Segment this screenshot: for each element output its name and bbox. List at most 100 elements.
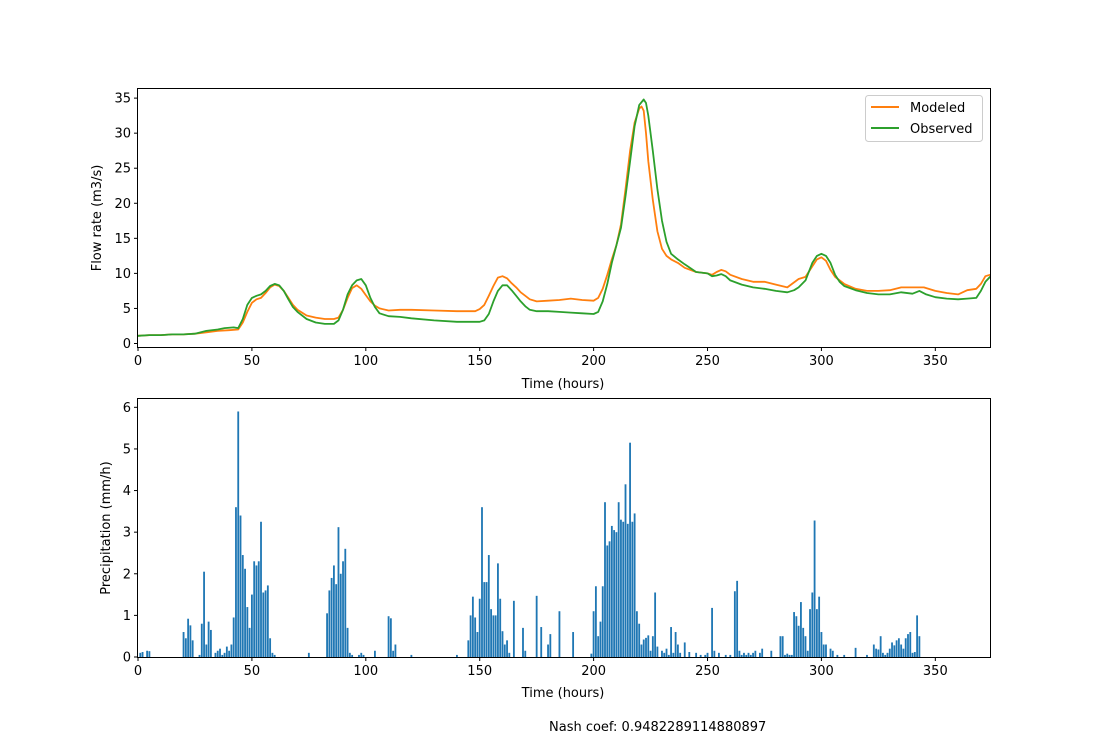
precipitation-bar — [330, 577, 333, 657]
precipitation-bar — [358, 654, 360, 657]
precipitation-bar — [747, 652, 750, 657]
precipitation-bar — [499, 598, 502, 657]
precipitation-bar — [362, 654, 365, 657]
precipitation-bar — [733, 591, 736, 657]
precipitation-bar — [738, 650, 741, 657]
precipitation-bar — [790, 654, 793, 657]
precipitation-bar — [590, 653, 593, 657]
precipitation-bar — [638, 623, 641, 657]
precipitation-bar — [228, 650, 231, 657]
precipitation-bar — [706, 652, 709, 657]
flow-y-tick-label: 30 — [114, 127, 131, 142]
precipitation-bar — [198, 654, 201, 657]
precipitation-bar — [788, 654, 791, 657]
precipitation-bar — [501, 631, 504, 657]
precipitation-bar — [205, 644, 208, 657]
precipitation-bar — [522, 627, 524, 657]
precipitation-bar — [326, 613, 328, 657]
precipitation-bar — [476, 632, 479, 657]
precipitation-y-axis: 0 1 2 3 4 5 6 — [123, 401, 138, 666]
flow-x-axis-label: Time (hours) — [521, 377, 605, 392]
precipitation-bar — [410, 654, 413, 657]
flow-x-tick-label: 300 — [809, 354, 834, 369]
precipitation-bar — [592, 611, 595, 657]
precipitation-bar — [786, 653, 789, 657]
flow-x-tick-label: 100 — [353, 354, 378, 369]
precipitation-bar — [884, 654, 887, 657]
precipitation-bar — [608, 541, 611, 657]
precipitation-bar — [307, 652, 310, 657]
precipitation-bar — [223, 652, 226, 657]
precipitation-x-tick-label: 50 — [244, 664, 261, 679]
precipitation-bar — [481, 507, 483, 657]
precipitation-bar — [469, 615, 472, 657]
precipitation-bar — [631, 521, 634, 657]
precipitation-bar — [547, 644, 549, 657]
precipitation-bar — [467, 640, 470, 657]
precipitation-bar — [674, 632, 677, 657]
precipitation-bar — [656, 646, 659, 657]
precipitation-bar — [241, 555, 244, 657]
precipitation-bar — [749, 654, 752, 657]
precipitation-bar — [344, 548, 347, 657]
precipitation-bar — [540, 627, 543, 657]
precipitation-x-tick-label: 100 — [353, 664, 378, 679]
legend-label-observed: Observed — [910, 122, 973, 137]
precipitation-bar — [387, 616, 390, 657]
precipitation-bar — [216, 650, 219, 657]
precipitation-bar — [793, 612, 795, 657]
precipitation-bar — [752, 652, 754, 657]
flow-y-axis-label: Flow rate (m3/s) — [90, 165, 105, 272]
series-line-modeled — [137, 105, 991, 337]
precipitation-bar — [699, 654, 702, 657]
precipitation-bar — [250, 594, 253, 657]
precipitation-chart: 0 50 100 150 200 250 300 350 0 1 2 3 4 5 6 Time (hour… — [99, 398, 991, 701]
precipitation-bar — [813, 520, 816, 657]
precipitation-bar — [485, 582, 488, 657]
precipitation-bar — [724, 654, 727, 657]
precipitation-bar — [882, 652, 884, 657]
precipitation-bar — [209, 629, 212, 657]
nash-coefficient: Nash coef: 0.9482289114880897 — [549, 720, 766, 735]
precipitation-bar — [654, 592, 657, 657]
precipitation-bar — [219, 648, 221, 657]
precipitation-bar — [900, 644, 903, 657]
precipitation-bar — [843, 654, 846, 657]
precipitation-bar — [718, 652, 720, 657]
precipitation-bar — [273, 654, 276, 657]
flow-x-tick-label: 50 — [244, 354, 261, 369]
precipitation-bar — [626, 523, 629, 657]
precipitation-y-tick-label: 0 — [123, 651, 131, 666]
precipitation-bar — [339, 573, 342, 657]
precipitation-bar — [239, 515, 242, 657]
precipitation-bar — [221, 654, 224, 657]
precipitation-bar — [478, 598, 481, 657]
precipitation-bar — [804, 636, 807, 657]
precipitation-bar — [237, 411, 240, 657]
precipitation-bar — [645, 637, 647, 657]
precipitation-bar — [610, 525, 613, 657]
precipitation-bar — [818, 596, 821, 657]
precipitation-bar — [695, 652, 698, 657]
precipitation-bar — [456, 654, 458, 657]
precipitation-bar — [494, 615, 497, 657]
precipitation-bar — [508, 652, 511, 657]
flow-x-tick-label: 250 — [695, 354, 720, 369]
precipitation-bar — [815, 609, 818, 657]
legend-label-modeled: Modeled — [910, 101, 965, 116]
precipitation-bar — [346, 627, 349, 657]
precipitation-bar — [911, 652, 914, 657]
precipitation-bar — [264, 590, 267, 657]
precipitation-bar — [795, 616, 798, 657]
precipitation-x-axis-label: Time (hours) — [521, 686, 605, 701]
precipitation-bar — [328, 590, 331, 657]
precipitation-bar — [886, 652, 889, 657]
precipitation-bar — [897, 638, 900, 657]
precipitation-y-tick-label: 1 — [123, 609, 131, 624]
precipitation-bar — [487, 555, 490, 657]
precipitation-bar — [888, 648, 891, 657]
precipitation-bars — [139, 411, 921, 657]
precipitation-bar — [633, 513, 636, 657]
precipitation-bar — [348, 652, 351, 657]
precipitation-bar — [877, 649, 880, 657]
